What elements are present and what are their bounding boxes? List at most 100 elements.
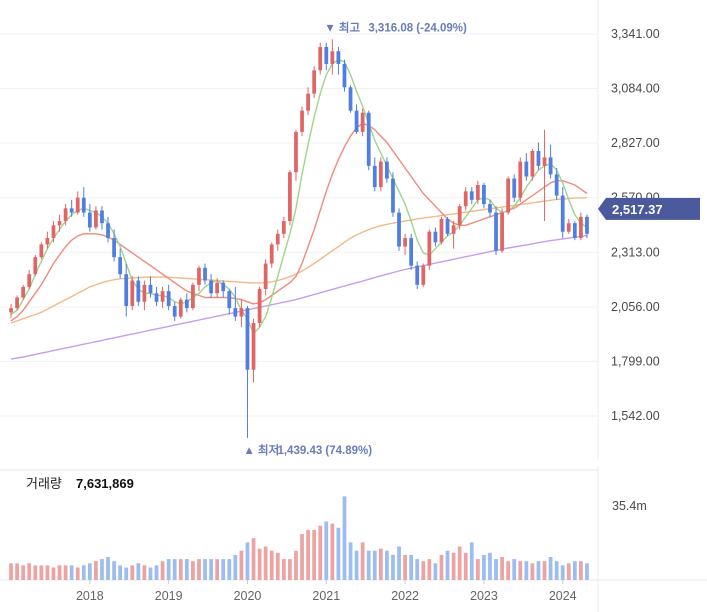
candle-body	[579, 216, 583, 239]
candle-body	[482, 184, 486, 205]
candle-body	[160, 291, 165, 302]
volume-bar	[378, 548, 383, 580]
candle-body	[312, 70, 317, 94]
volume-bar	[275, 552, 280, 580]
candle-body	[239, 308, 244, 317]
x-tick-label: 2020	[234, 589, 262, 603]
candle-body	[391, 178, 395, 213]
candle-body	[251, 322, 256, 370]
candle-body	[154, 293, 159, 302]
volume-bar	[482, 554, 486, 580]
candle-body	[57, 221, 62, 226]
current-price-label: 2,517.37	[612, 202, 663, 217]
volume-gridlines	[0, 466, 707, 612]
price-chart[interactable]: 3,341.003,084.002,827.002,570.002,313.00…	[0, 0, 707, 460]
candle-body	[69, 208, 74, 213]
ma120-line	[10, 234, 588, 360]
candle-body	[294, 131, 298, 173]
low-annotation-value: 1,439.43 (74.89%)	[277, 445, 372, 457]
volume-bar	[475, 559, 480, 580]
volume-bar	[106, 557, 110, 580]
candle-body	[257, 289, 262, 323]
volume-bar	[524, 561, 529, 580]
volume-bar	[154, 565, 159, 580]
volume-chart-panel[interactable]: 거래량 7,631,869 35.4m 2018 2019 2020 2021 2022…	[0, 466, 707, 612]
volume-bar	[172, 559, 177, 580]
candle-body	[136, 280, 141, 302]
candle-body	[415, 265, 420, 285]
candle-body	[94, 210, 98, 228]
candle-body	[330, 51, 335, 64]
volume-bar	[348, 542, 353, 580]
volume-bar	[469, 542, 474, 580]
y-axis-labels: 3,341.003,084.002,827.002,570.002,313.00…	[611, 27, 660, 423]
volume-bar	[585, 563, 589, 580]
candle-body	[106, 223, 110, 239]
candle-body	[300, 110, 304, 132]
candle-body	[288, 172, 292, 222]
candle-body	[81, 197, 86, 213]
high-annotation: ▼ 최고 3,316.08 (-24.09%)	[324, 20, 467, 34]
volume-bar	[51, 567, 56, 580]
volume-bar	[312, 529, 317, 580]
volume-bar	[15, 563, 19, 580]
candle-body	[142, 284, 147, 302]
volume-bar	[385, 550, 389, 580]
volume-bar	[336, 527, 341, 580]
price-chart-panel[interactable]: 3,341.00 3,084.00 2,827.00 2,570.00 2,313.00…	[0, 0, 707, 460]
candle-body	[403, 238, 407, 247]
candle-body	[318, 46, 323, 71]
volume-bar	[215, 559, 220, 580]
volume-bar	[45, 565, 50, 580]
volume-bar	[445, 550, 450, 580]
volume-bar	[530, 563, 535, 580]
candle-body	[566, 223, 571, 232]
candle-body	[130, 280, 135, 307]
volume-bar	[124, 567, 129, 580]
volume-bar	[148, 567, 153, 580]
volume-bar	[433, 563, 438, 580]
candle-body	[263, 263, 268, 290]
candle-body	[469, 191, 474, 200]
candle-body	[75, 197, 80, 213]
candle-body	[530, 150, 535, 177]
volume-bar	[554, 561, 559, 580]
candle-body	[585, 216, 589, 234]
candle-body	[233, 308, 238, 317]
volume-bar	[203, 559, 207, 580]
candle-body	[27, 274, 32, 287]
volume-bar	[306, 529, 310, 580]
candle-body	[306, 93, 310, 111]
volume-bar	[130, 565, 135, 580]
candle-body	[245, 308, 250, 370]
candle-body	[360, 112, 365, 132]
high-annotation-value: 3,316.08 (-24.09%)	[368, 22, 467, 34]
volume-bar	[391, 554, 395, 580]
y-tick-label: 3,084.00	[611, 82, 660, 96]
volume-bar	[294, 550, 298, 580]
y-tick-label: 2,313.00	[611, 245, 660, 259]
volume-bar	[463, 552, 468, 580]
volume-bar	[288, 559, 292, 580]
low-annotation: ▲ 최저 1,439.43 (74.89%)	[243, 443, 372, 457]
volume-bar	[560, 565, 565, 580]
volume-bar	[427, 559, 432, 580]
candle-body	[148, 284, 153, 294]
volume-bar	[366, 550, 371, 580]
volume-bar	[342, 496, 347, 580]
candle-body	[488, 204, 492, 213]
candle-body	[215, 282, 220, 294]
candle-body	[21, 286, 26, 298]
candle-body	[172, 306, 177, 317]
volume-bar	[281, 559, 286, 580]
volume-bar	[21, 565, 26, 580]
candle-body	[221, 282, 226, 292]
volume-bar	[403, 554, 407, 580]
volume-chart[interactable]: 거래량 7,631,869 35.4m 2018 2019 2020 2021 2022…	[0, 466, 707, 612]
volume-bar	[160, 561, 165, 580]
volume-bar	[506, 561, 511, 580]
volume-bar	[245, 542, 250, 580]
x-tick-label: 2024	[549, 589, 577, 603]
volume-bar	[239, 550, 244, 580]
y-gridlines	[0, 0, 599, 460]
